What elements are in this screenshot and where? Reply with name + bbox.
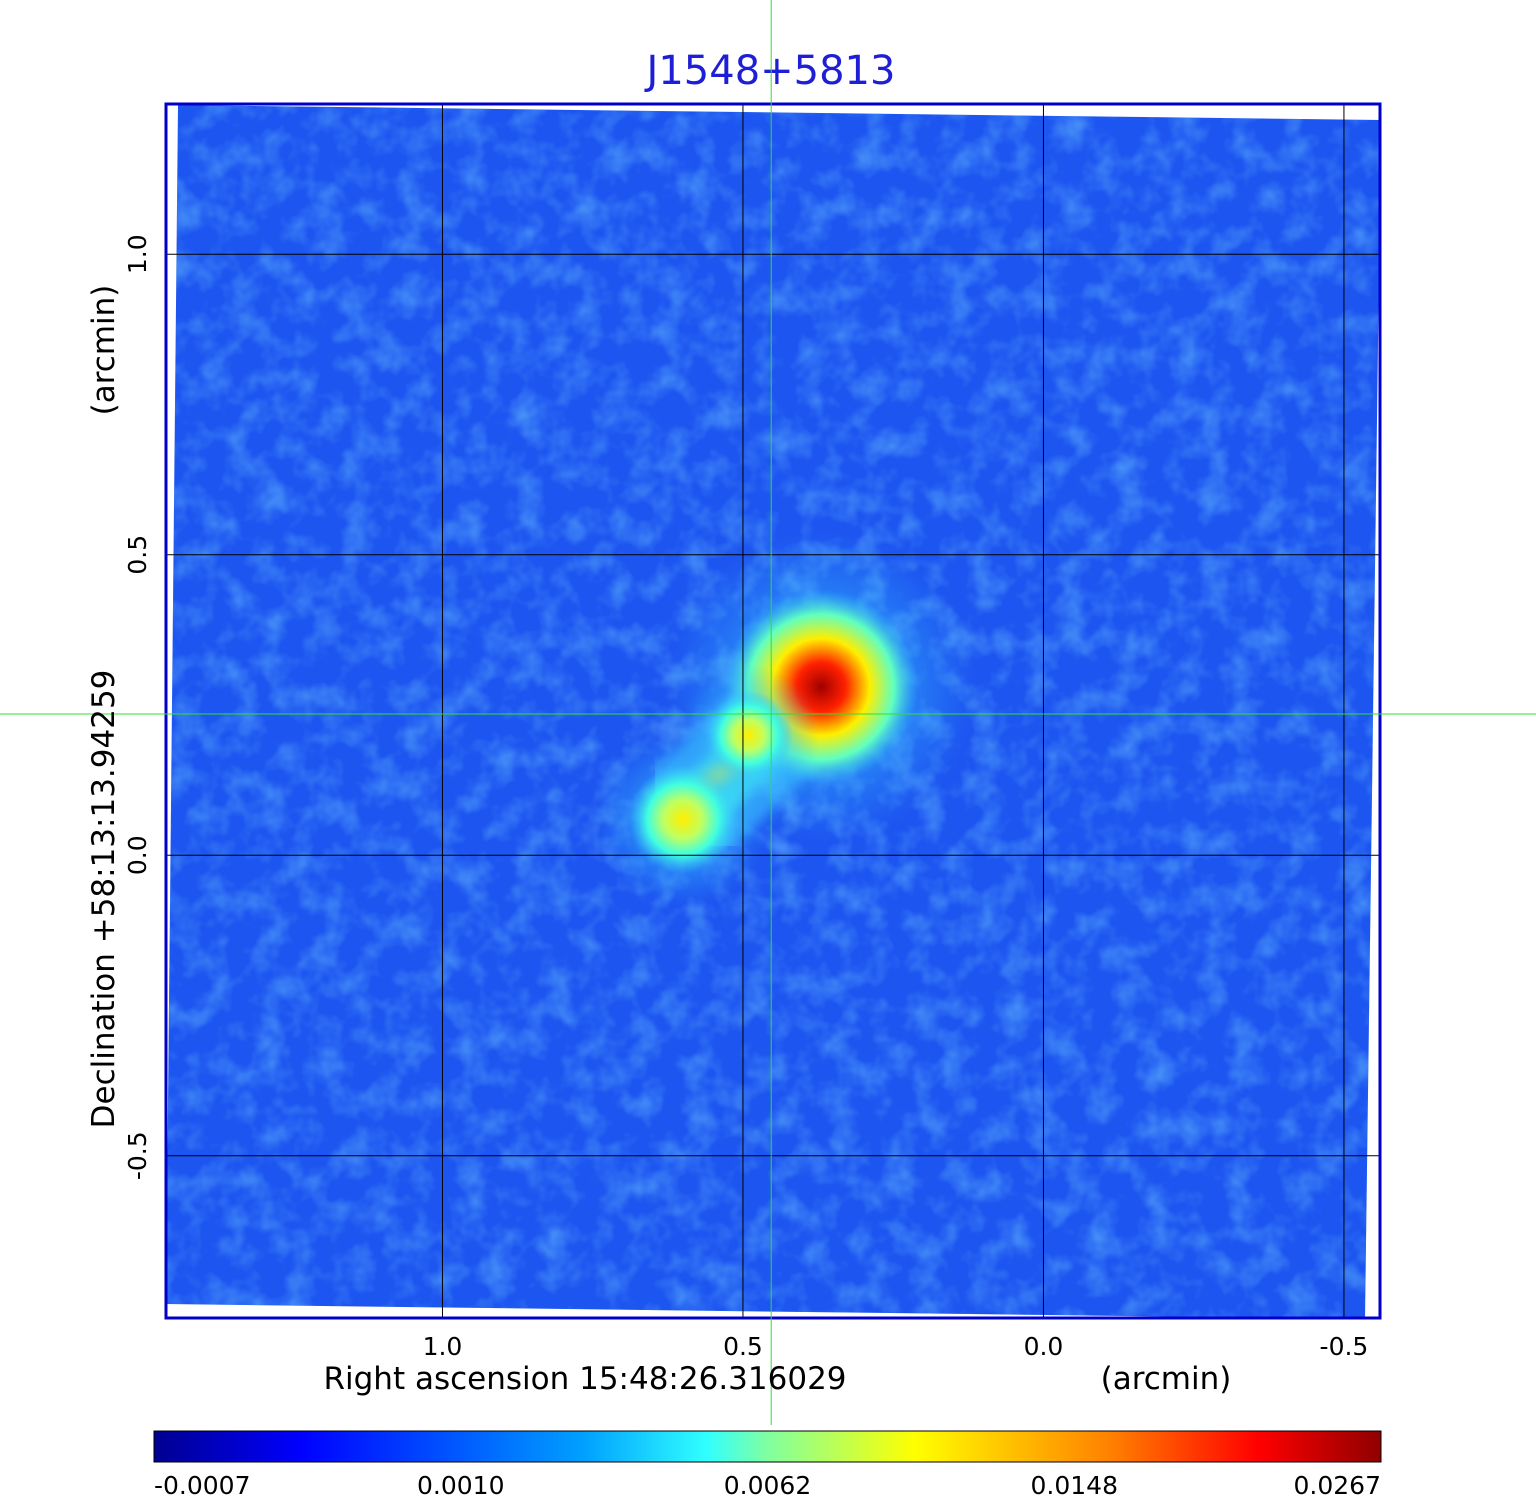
- crosshair: [0, 0, 1536, 1425]
- y-tick-label: 1.0: [123, 234, 152, 274]
- x-tick-label: -0.5: [1320, 1332, 1369, 1361]
- x-tick-label: 1.0: [423, 1332, 463, 1361]
- x-axis-unit: (arcmin): [1101, 1361, 1232, 1397]
- grid: [166, 104, 1380, 1318]
- x-axis-label: Right ascension 15:48:26.316029: [323, 1361, 846, 1397]
- y-axis-label: Declination +58:13:13.94259: [86, 670, 122, 1129]
- y-axis-unit: (arcmin): [86, 285, 122, 416]
- colorbar-ticks: -0.0007 0.0010 0.0062 0.0148 0.0267: [154, 1471, 1381, 1500]
- y-tick-label: 0.5: [123, 535, 152, 575]
- x-tick-label: 0.0: [1024, 1332, 1064, 1361]
- chart-title: J1548+5813: [644, 48, 896, 94]
- x-axis-ticks: 1.0 0.5 0.0 -0.5: [423, 1332, 1369, 1361]
- colorbar-tick-label: 0.0267: [1294, 1471, 1381, 1500]
- x-tick-label: 0.5: [723, 1332, 763, 1361]
- colorbar-tick-label: -0.0007: [154, 1471, 251, 1500]
- colorbar-tick-label: 0.0010: [417, 1471, 504, 1500]
- heatmap-image: [166, 104, 1381, 1319]
- colorbar-tick-label: 0.0062: [724, 1471, 811, 1500]
- plot-frame: [164, 102, 1382, 1320]
- colorbar-tick-label: 0.0148: [1031, 1471, 1118, 1500]
- y-axis-ticks: 1.0 0.5 0.0 -0.5: [123, 234, 152, 1180]
- y-tick-label: -0.5: [123, 1131, 152, 1180]
- source-2: [705, 691, 793, 779]
- y-tick-label: 0.0: [123, 835, 152, 875]
- colorbar: -0.0007 0.0010 0.0062 0.0148 0.0267: [153, 1430, 1382, 1500]
